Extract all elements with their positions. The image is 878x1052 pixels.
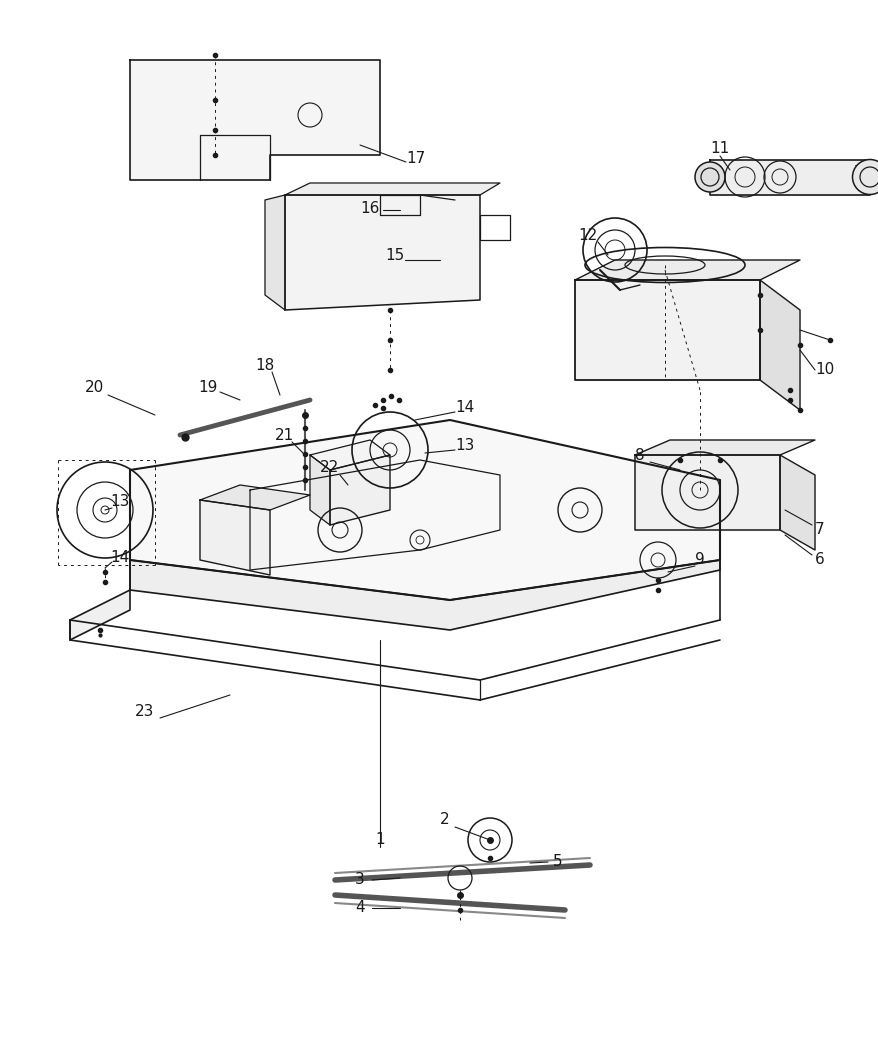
Text: 18: 18	[255, 358, 274, 372]
Text: 4: 4	[355, 901, 364, 915]
Text: 1: 1	[375, 832, 385, 848]
Polygon shape	[709, 160, 869, 195]
Text: 22: 22	[320, 461, 339, 476]
Polygon shape	[329, 456, 390, 525]
Text: 16: 16	[360, 201, 379, 216]
Text: 23: 23	[135, 705, 155, 720]
Polygon shape	[264, 195, 284, 310]
Polygon shape	[130, 560, 719, 630]
Text: 14: 14	[111, 549, 129, 565]
Text: 14: 14	[455, 401, 474, 416]
Text: 3: 3	[355, 872, 364, 888]
Text: 5: 5	[552, 854, 562, 870]
Polygon shape	[130, 420, 719, 600]
Polygon shape	[70, 590, 130, 640]
Text: 8: 8	[635, 447, 644, 463]
Polygon shape	[574, 280, 759, 380]
Text: 9: 9	[694, 552, 704, 567]
Text: 12: 12	[578, 227, 597, 243]
Polygon shape	[284, 195, 479, 310]
Polygon shape	[574, 260, 799, 280]
Text: 10: 10	[815, 363, 834, 378]
Text: 21: 21	[275, 427, 294, 443]
Polygon shape	[200, 485, 310, 510]
Ellipse shape	[694, 162, 724, 193]
Text: 20: 20	[85, 381, 104, 396]
Polygon shape	[130, 60, 379, 180]
Polygon shape	[310, 456, 329, 525]
Ellipse shape	[852, 160, 878, 195]
Text: 7: 7	[814, 523, 824, 538]
Text: 11: 11	[709, 141, 729, 156]
Text: 13: 13	[455, 438, 474, 452]
Polygon shape	[200, 500, 270, 575]
Text: 19: 19	[198, 380, 218, 394]
Polygon shape	[634, 440, 814, 456]
Text: 13: 13	[110, 494, 130, 509]
Polygon shape	[634, 456, 779, 530]
Text: 6: 6	[814, 552, 824, 567]
Polygon shape	[779, 456, 814, 550]
Polygon shape	[284, 183, 500, 195]
Text: 2: 2	[440, 812, 450, 828]
Text: 15: 15	[385, 247, 404, 263]
Polygon shape	[759, 280, 799, 410]
Text: 17: 17	[406, 150, 425, 165]
Polygon shape	[310, 440, 390, 470]
